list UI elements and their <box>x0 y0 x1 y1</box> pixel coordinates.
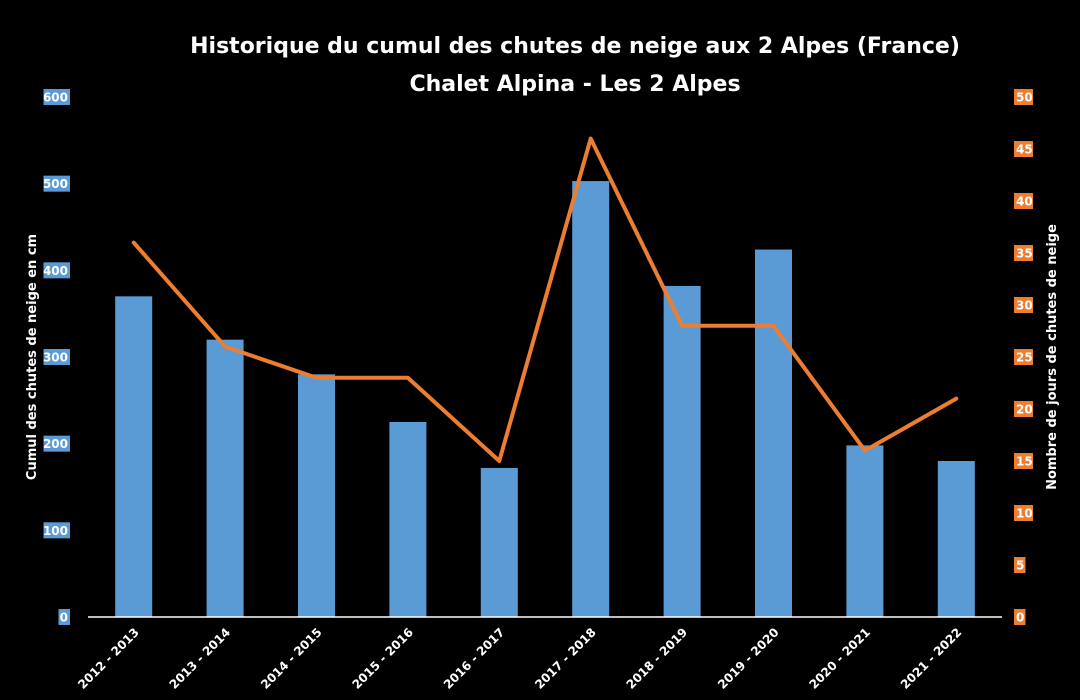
category-label: 2018 - 2019 <box>624 625 691 692</box>
category-label: 2012 - 2013 <box>75 625 142 692</box>
bar <box>937 461 975 617</box>
category-label: 2013 - 2014 <box>167 625 234 692</box>
right-tick-bg <box>1014 401 1033 417</box>
line-path <box>131 136 959 463</box>
right-tick-label: 30 <box>1016 299 1033 313</box>
right-tick-bg <box>1014 505 1033 521</box>
bar <box>115 296 153 617</box>
left-tick-label: 100 <box>43 524 68 538</box>
chart-title: Historique du cumul des chutes de neige … <box>190 34 960 59</box>
right-tick-bg <box>1014 557 1026 573</box>
bar <box>846 445 884 617</box>
bar <box>572 181 610 618</box>
left-tick-bg <box>43 262 70 279</box>
right-tick-label: 20 <box>1016 403 1033 417</box>
left-tick-label: 600 <box>43 91 68 105</box>
left-tick-label: 0 <box>60 611 68 625</box>
category-label: 2020 - 2021 <box>806 625 873 692</box>
category-label: 2016 - 2017 <box>441 625 508 692</box>
right-tick-bg <box>1014 297 1033 313</box>
bar <box>755 249 792 618</box>
right-tick-bg <box>1014 349 1033 365</box>
category-label: 2014 - 2015 <box>258 625 325 692</box>
right-tick-label: 10 <box>1016 507 1033 521</box>
chart-subtitle: Chalet Alpina - Les 2 Alpes <box>409 72 741 97</box>
right-tick-label: 35 <box>1016 247 1033 261</box>
y-axis-title-left: Cumul des chutes de neige en cm <box>25 234 40 480</box>
right-tick-bg <box>1014 141 1033 157</box>
right-tick-label: 45 <box>1016 143 1033 157</box>
line-series <box>131 136 959 463</box>
right-tick-bg <box>1014 245 1033 261</box>
left-axis-ticks: 0 100 200 300 400 500 600 <box>43 89 70 625</box>
right-tick-bg <box>1014 89 1033 105</box>
left-tick-label: 500 <box>43 177 68 191</box>
right-tick-label: 0 <box>1016 611 1024 625</box>
right-tick-label: 5 <box>1016 559 1024 573</box>
right-tick-bg <box>1014 193 1033 209</box>
left-tick-bg <box>43 522 70 539</box>
bar <box>206 339 244 617</box>
right-tick-label: 15 <box>1016 455 1033 469</box>
category-label: 2021 - 2022 <box>898 625 965 692</box>
left-tick-bg <box>43 435 70 452</box>
right-tick-label: 25 <box>1016 351 1033 365</box>
left-tick-label: 300 <box>43 351 68 365</box>
left-tick-label: 200 <box>43 437 68 451</box>
right-axis-ticks: 0 5 10 15 20 25 30 35 40 45 50 <box>1014 89 1033 625</box>
category-label: 2019 - 2020 <box>715 625 782 692</box>
category-label: 2015 - 2016 <box>349 625 416 692</box>
left-tick-label: 400 <box>43 264 68 278</box>
bar-series <box>115 181 975 618</box>
y-axis-title-right: Nombre de jours de chutes de neige <box>1045 224 1060 490</box>
left-tick-bg <box>58 609 70 625</box>
right-tick-label: 50 <box>1016 91 1033 105</box>
left-tick-bg <box>43 175 70 192</box>
left-tick-bg <box>43 349 70 365</box>
bar <box>298 374 335 617</box>
bar <box>389 422 427 617</box>
left-tick-bg <box>43 89 70 105</box>
category-labels: 2012 - 2013 2013 - 2014 2014 - 2015 2015 - … <box>75 625 964 692</box>
category-label: 2017 - 2018 <box>532 625 599 692</box>
right-tick-bg <box>1014 609 1026 625</box>
bar <box>480 467 518 617</box>
right-tick-label: 40 <box>1016 195 1033 209</box>
right-tick-bg <box>1014 453 1033 469</box>
bar <box>663 285 701 617</box>
